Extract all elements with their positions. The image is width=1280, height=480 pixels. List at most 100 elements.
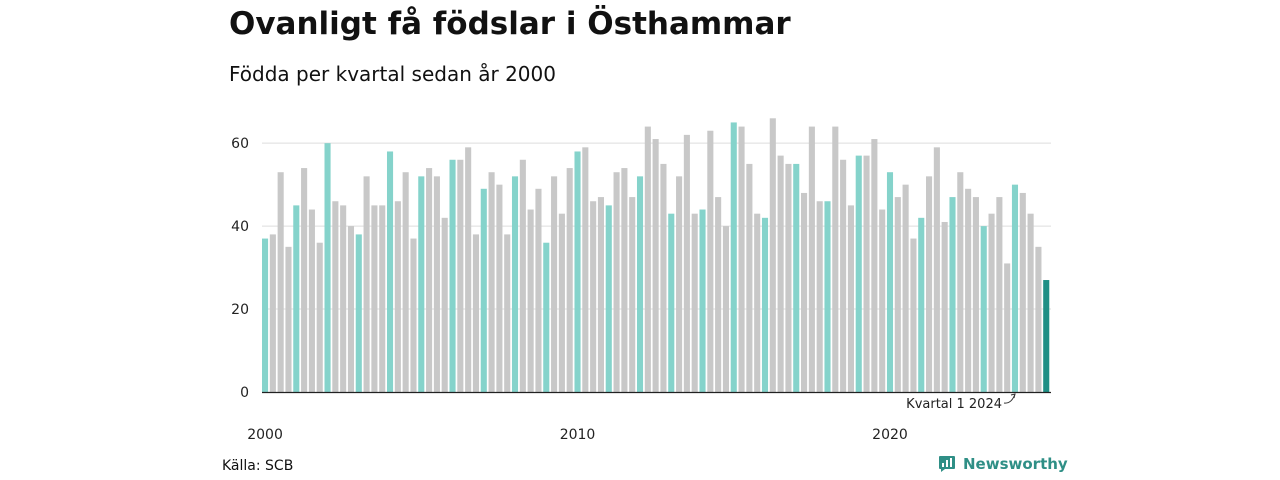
bar	[910, 238, 917, 392]
annotation-label: Kvartal 1 2024	[906, 397, 1002, 412]
bar	[527, 209, 534, 392]
bar	[394, 201, 401, 392]
bar	[590, 201, 597, 392]
bar	[332, 201, 339, 392]
bar	[933, 147, 940, 392]
y-tick-label: 40	[231, 219, 249, 235]
y-tick-label: 20	[231, 302, 249, 318]
bar	[941, 221, 948, 392]
bar	[511, 176, 519, 392]
bar	[644, 126, 651, 392]
bar	[660, 163, 667, 392]
bar	[871, 139, 878, 392]
bar	[426, 168, 433, 392]
bar	[480, 188, 487, 392]
bar	[277, 172, 284, 392]
bar	[777, 155, 784, 392]
bar	[379, 205, 386, 392]
brand-logo: Newsworthy	[938, 455, 1068, 473]
bar	[410, 238, 417, 392]
bar	[566, 168, 573, 392]
bar	[418, 176, 425, 392]
bar	[668, 213, 675, 392]
bar	[886, 172, 894, 392]
bar	[676, 176, 683, 392]
y-axis-ticks: 0 20 40 60	[231, 136, 249, 401]
bar	[285, 246, 292, 392]
bar	[761, 217, 769, 392]
bar	[816, 201, 823, 392]
bar	[957, 172, 964, 392]
bar	[847, 205, 854, 392]
bar	[902, 184, 909, 392]
annotation-arrowhead	[1010, 393, 1016, 399]
bar	[316, 242, 323, 392]
bar	[465, 147, 472, 392]
bar	[605, 205, 612, 392]
bar	[894, 197, 901, 392]
bar	[1027, 213, 1034, 392]
brand-name: Newsworthy	[963, 455, 1068, 473]
bar	[918, 217, 925, 392]
bar	[699, 209, 706, 392]
bar	[1011, 184, 1019, 392]
bar	[402, 172, 409, 392]
x-tick-label: 2000	[247, 427, 283, 443]
source-label: Källa: SCB	[222, 458, 294, 474]
bar	[855, 155, 862, 392]
bar	[1004, 263, 1011, 392]
bar	[324, 143, 331, 392]
bar	[801, 192, 808, 392]
newsworthy-chart-icon	[939, 456, 955, 472]
bar	[879, 209, 886, 392]
bar	[457, 159, 464, 392]
bar	[691, 213, 698, 392]
bar	[551, 176, 558, 392]
bar	[972, 197, 979, 392]
bar	[722, 226, 729, 392]
bar	[808, 126, 815, 392]
bar	[926, 176, 933, 392]
annotation: Kvartal 1 2024	[906, 393, 1016, 412]
bar	[769, 118, 776, 392]
x-tick-label: 2020	[872, 427, 908, 443]
bar	[980, 226, 987, 392]
bar	[629, 197, 636, 392]
bar	[519, 159, 526, 392]
bar	[449, 159, 456, 392]
chart-title: Ovanligt få födslar i Östhammar	[229, 6, 791, 42]
bar	[308, 209, 315, 392]
bar	[504, 234, 511, 392]
y-tick-label: 0	[240, 385, 249, 401]
bar	[707, 130, 714, 393]
bar	[472, 234, 480, 392]
bar	[355, 234, 362, 392]
bar	[996, 197, 1003, 392]
bar	[988, 213, 995, 392]
bar	[793, 163, 800, 392]
bar	[840, 159, 847, 392]
bar	[386, 151, 394, 392]
chart-subtitle: Födda per kvartal sedan år 2000	[229, 62, 556, 86]
bar	[1043, 280, 1050, 392]
bar	[746, 163, 753, 392]
y-tick-label: 60	[231, 136, 249, 152]
bar	[543, 242, 550, 392]
bar	[621, 168, 628, 392]
bar	[433, 176, 440, 392]
bar	[582, 147, 589, 392]
bar	[301, 168, 308, 392]
bar	[340, 205, 347, 392]
bar	[269, 234, 276, 392]
bar	[441, 217, 448, 392]
x-tick-label: 2010	[560, 427, 596, 443]
bar	[293, 205, 300, 392]
bars	[262, 118, 1050, 393]
bar	[863, 155, 870, 392]
bar	[1035, 246, 1042, 392]
annotation-arrow	[1003, 393, 1016, 404]
bar	[832, 126, 839, 392]
bar	[785, 163, 792, 392]
bar	[371, 205, 378, 392]
